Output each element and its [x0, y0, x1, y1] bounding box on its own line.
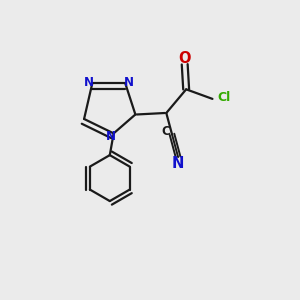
- Text: N: N: [172, 156, 184, 171]
- Text: N: N: [106, 130, 116, 143]
- Text: Cl: Cl: [217, 91, 230, 103]
- Text: N: N: [83, 76, 94, 88]
- Text: C: C: [161, 125, 170, 139]
- Text: N: N: [124, 76, 134, 88]
- Text: O: O: [178, 52, 191, 67]
